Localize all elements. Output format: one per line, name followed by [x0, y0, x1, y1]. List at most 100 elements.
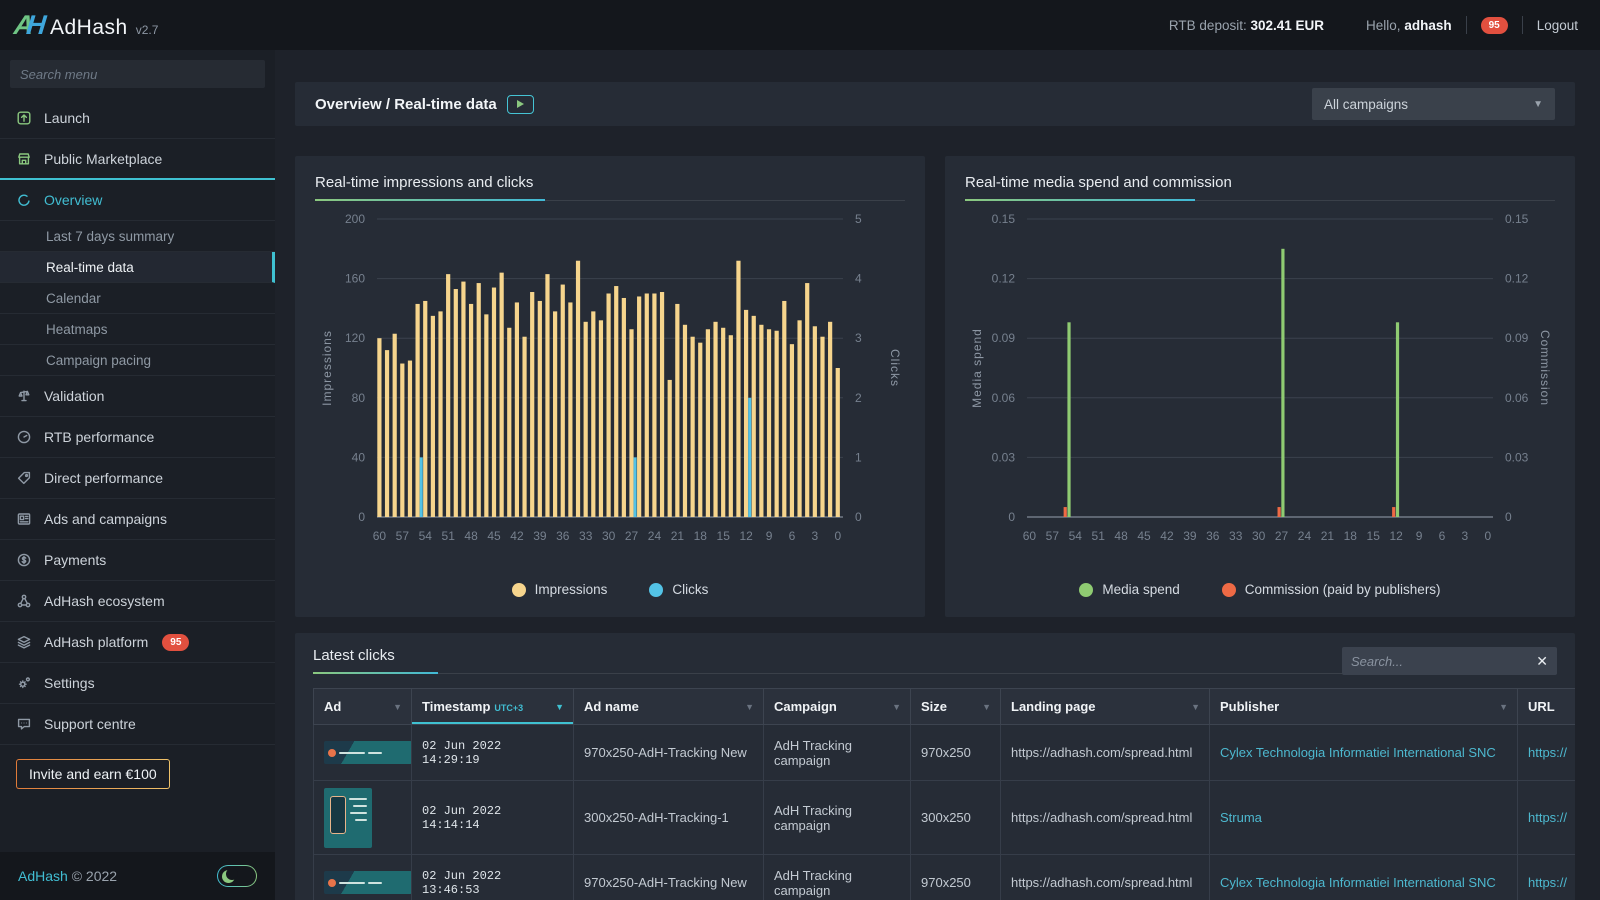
sidebar-item-label: RTB performance	[44, 429, 154, 445]
sidebar-search-input[interactable]	[10, 60, 265, 88]
svg-text:21: 21	[1321, 529, 1335, 543]
app-logo[interactable]: AH AdHash v2.7	[14, 10, 158, 41]
platform-icon	[16, 634, 32, 650]
column-header-landing-page[interactable]: Landing page▼	[1001, 689, 1210, 725]
table-search-input[interactable]	[1351, 654, 1536, 669]
clear-search-icon[interactable]: ✕	[1536, 654, 1548, 668]
chart-title: Real-time media spend and commission	[965, 174, 1555, 200]
svg-text:200: 200	[345, 212, 365, 226]
sidebar-item-label: Overview	[44, 192, 102, 208]
sidebar-item-launch[interactable]: Launch	[0, 98, 275, 139]
divider	[1522, 16, 1523, 34]
svg-text:42: 42	[1160, 529, 1174, 543]
svg-text:0.12: 0.12	[992, 272, 1016, 286]
svg-text:30: 30	[602, 529, 616, 543]
sidebar-item-adhash-ecosystem[interactable]: AdHash ecosystem	[0, 581, 275, 622]
svg-text:24: 24	[1298, 529, 1312, 543]
sidebar-item-public-marketplace[interactable]: Public Marketplace	[0, 139, 275, 180]
sidebar-item-overview[interactable]: Overview	[0, 180, 275, 221]
landing-page-cell: https://adhash.com/spread.html	[1001, 725, 1210, 781]
legend-item-media-spend[interactable]: Media spend	[1079, 582, 1179, 597]
sidebar-subitem-campaign-pacing[interactable]: Campaign pacing	[0, 345, 275, 376]
settings-icon	[16, 675, 32, 691]
svg-text:27: 27	[1275, 529, 1289, 543]
column-header-campaign[interactable]: Campaign▼	[764, 689, 911, 725]
url-link[interactable]: https://	[1528, 745, 1567, 760]
sidebar-item-label: Settings	[44, 675, 95, 691]
svg-text:0: 0	[1484, 529, 1491, 543]
svg-text:9: 9	[1416, 529, 1423, 543]
notification-badge[interactable]: 95	[1481, 17, 1508, 34]
svg-text:2: 2	[855, 391, 862, 405]
svg-text:54: 54	[1069, 529, 1083, 543]
landing-page-cell: https://adhash.com/spread.html	[1001, 855, 1210, 900]
sidebar-item-rtb-performance[interactable]: RTB performance	[0, 417, 275, 458]
svg-text:3: 3	[1462, 529, 1469, 543]
svg-text:36: 36	[1206, 529, 1220, 543]
ecosystem-icon	[16, 593, 32, 609]
svg-text:57: 57	[396, 529, 410, 543]
app-name: AdHash	[50, 16, 128, 40]
url-link[interactable]: https://	[1528, 875, 1567, 890]
sidebar-item-support-centre[interactable]: Support centre	[0, 704, 275, 745]
ad-cell[interactable]	[314, 855, 412, 900]
ad-cell[interactable]	[314, 781, 412, 855]
column-header-timestamp[interactable]: TimestampUTC+3▼	[412, 689, 574, 725]
platform-badge: 95	[162, 634, 189, 651]
sidebar-subitem-real-time-data[interactable]: Real-time data	[0, 252, 275, 283]
ad-name-cell: 300x250-AdH-Tracking-1	[574, 781, 764, 855]
rtb-icon	[16, 429, 32, 445]
sidebar-item-validation[interactable]: Validation	[0, 376, 275, 417]
svg-text:42: 42	[510, 529, 524, 543]
sidebar-item-settings[interactable]: Settings	[0, 663, 275, 704]
svg-text:0.06: 0.06	[992, 391, 1016, 405]
svg-text:45: 45	[1137, 529, 1151, 543]
sidebar-item-payments[interactable]: Payments	[0, 540, 275, 581]
username: adhash	[1404, 18, 1451, 33]
svg-text:60: 60	[1023, 529, 1037, 543]
publisher-link[interactable]: Cylex Technologia Informatiei Internatio…	[1220, 745, 1496, 760]
column-header-ad[interactable]: Ad▼	[314, 689, 412, 725]
publisher-link[interactable]: Cylex Technologia Informatiei Internatio…	[1220, 875, 1496, 890]
ad-cell[interactable]	[314, 725, 412, 781]
column-header-publisher[interactable]: Publisher▼	[1210, 689, 1518, 725]
table-row: 02 Jun 2022 13:46:53970x250-AdH-Tracking…	[314, 855, 1576, 900]
sidebar-subitem-calendar[interactable]: Calendar	[0, 283, 275, 314]
legend-item-clicks[interactable]: Clicks	[649, 582, 708, 597]
svg-text:0: 0	[834, 529, 841, 543]
campaigns-dropdown[interactable]: All campaigns ▼	[1312, 88, 1555, 120]
publisher-link[interactable]: Struma	[1220, 810, 1262, 825]
logo-monogram-icon: AH	[12, 10, 43, 41]
sidebar-subitem-heatmaps[interactable]: Heatmaps	[0, 314, 275, 345]
svg-text:0.03: 0.03	[1505, 450, 1529, 464]
sidebar-item-ads-and-campaigns[interactable]: Ads and campaigns	[0, 499, 275, 540]
sort-caret-icon: ▼	[555, 702, 564, 712]
timezone-label: UTC+3	[494, 703, 523, 713]
logout-button[interactable]: Logout	[1537, 18, 1578, 33]
column-header-ad-name[interactable]: Ad name▼	[574, 689, 764, 725]
size-cell: 970x250	[911, 855, 1001, 900]
invite-button[interactable]: Invite and earn €100	[16, 759, 170, 789]
sidebar-item-adhash-platform[interactable]: AdHash platform95	[0, 622, 275, 663]
main-content: Overview / Real-time data All campaigns …	[275, 50, 1600, 900]
theme-toggle[interactable]	[217, 865, 257, 887]
sidebar-item-direct-performance[interactable]: Direct performance	[0, 458, 275, 499]
table-row: 02 Jun 2022 14:14:14300x250-AdH-Tracking…	[314, 781, 1576, 855]
svg-text:3: 3	[812, 529, 819, 543]
svg-text:39: 39	[1183, 529, 1197, 543]
legend-item-commission-paid-by-publishers-[interactable]: Commission (paid by publishers)	[1222, 582, 1441, 597]
sidebar: LaunchPublic Marketplace Overview Last 7 d…	[0, 50, 275, 900]
legend-item-impressions[interactable]: Impressions	[512, 582, 608, 597]
moon-icon	[222, 870, 235, 883]
svg-text:15: 15	[717, 529, 731, 543]
play-button[interactable]	[507, 95, 534, 114]
ads-icon	[16, 511, 32, 527]
sort-caret-icon: ▼	[982, 702, 991, 712]
svg-text:33: 33	[1229, 529, 1243, 543]
url-link[interactable]: https://	[1528, 810, 1567, 825]
topbar: AH AdHash v2.7 RTB deposit: 302.41 EUR H…	[0, 0, 1600, 50]
ad-name-cell: 970x250-AdH-Tracking New	[574, 855, 764, 900]
column-header-size[interactable]: Size▼	[911, 689, 1001, 725]
sidebar-subitem-last-7-days-summary[interactable]: Last 7 days summary	[0, 221, 275, 252]
url-cell: https://	[1518, 725, 1576, 781]
